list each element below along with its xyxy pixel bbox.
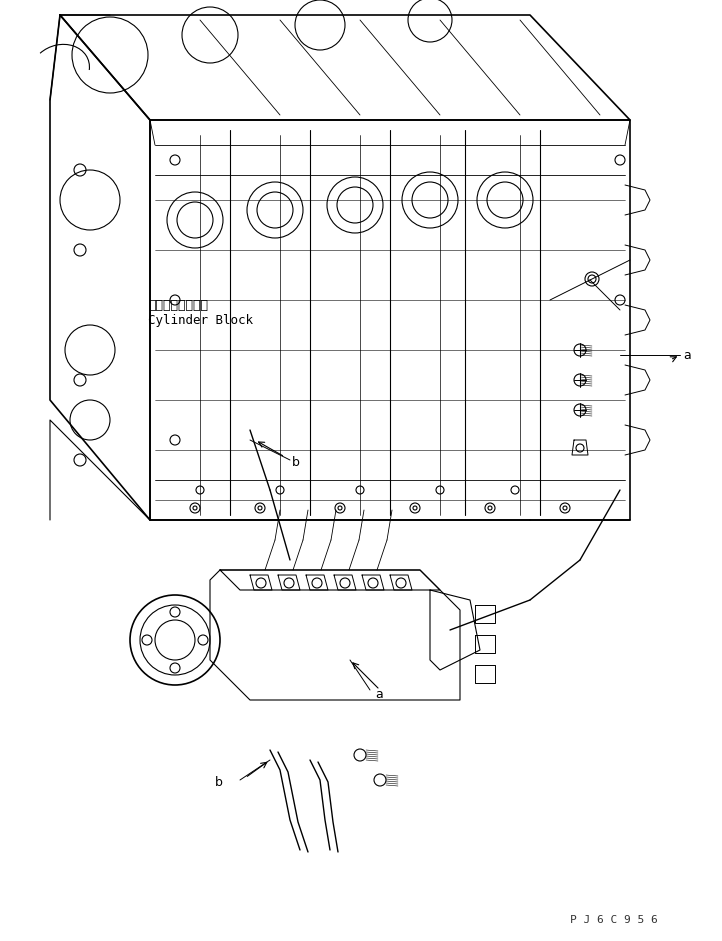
Text: b: b [215,775,223,789]
Text: シリンダブロック: シリンダブロック [148,298,208,311]
Text: a: a [375,689,383,701]
Text: b: b [292,455,300,469]
Text: P J 6 C 9 5 6: P J 6 C 9 5 6 [570,915,658,925]
Text: Cylinder Block: Cylinder Block [148,313,253,327]
Text: a: a [683,348,691,361]
